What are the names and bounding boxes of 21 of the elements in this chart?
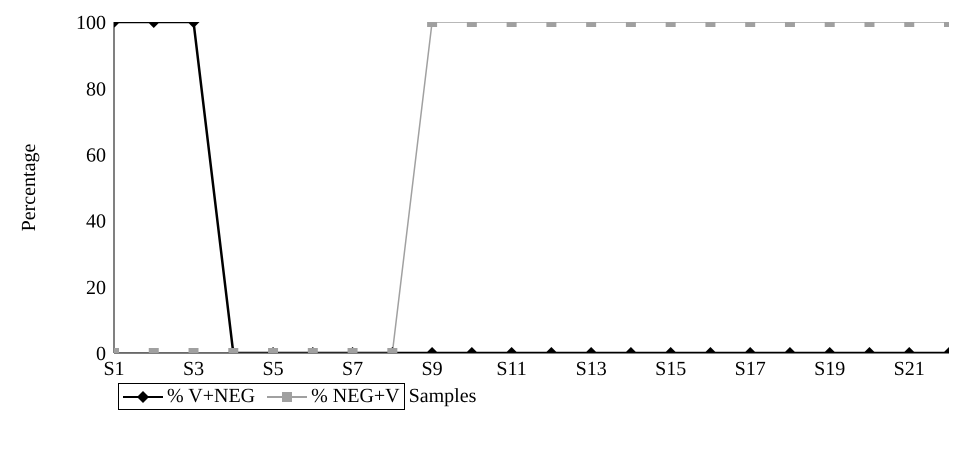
x-tick-label: S19 (814, 358, 846, 380)
x-tick-label: S21 (894, 358, 925, 380)
x-tick-label: S7 (342, 358, 364, 380)
x-tick-label: S15 (655, 358, 686, 380)
x-tick-label: S17 (734, 358, 766, 380)
legend-label: % NEG+V (311, 385, 400, 408)
x-tick-label: S11 (496, 358, 527, 380)
y-tick-label: 40 (86, 210, 106, 233)
y-tick-label: 0 (96, 343, 106, 366)
x-tick-label: S13 (576, 358, 607, 380)
x-tick-label: S1 (103, 358, 125, 380)
y-tick-label: 80 (86, 78, 106, 100)
y-axis-title: Percentage (18, 144, 40, 232)
legend-label: % V+NEG (167, 385, 256, 408)
x-tick-label: S3 (182, 358, 204, 380)
x-tick-label: S5 (262, 358, 284, 380)
x-tick-label: S9 (422, 358, 443, 380)
x-axis-title: Samples (408, 385, 476, 408)
y-tick-label: 100 (76, 12, 106, 34)
y-tick-label: 60 (86, 144, 106, 166)
y-tick-label: 20 (86, 276, 106, 299)
